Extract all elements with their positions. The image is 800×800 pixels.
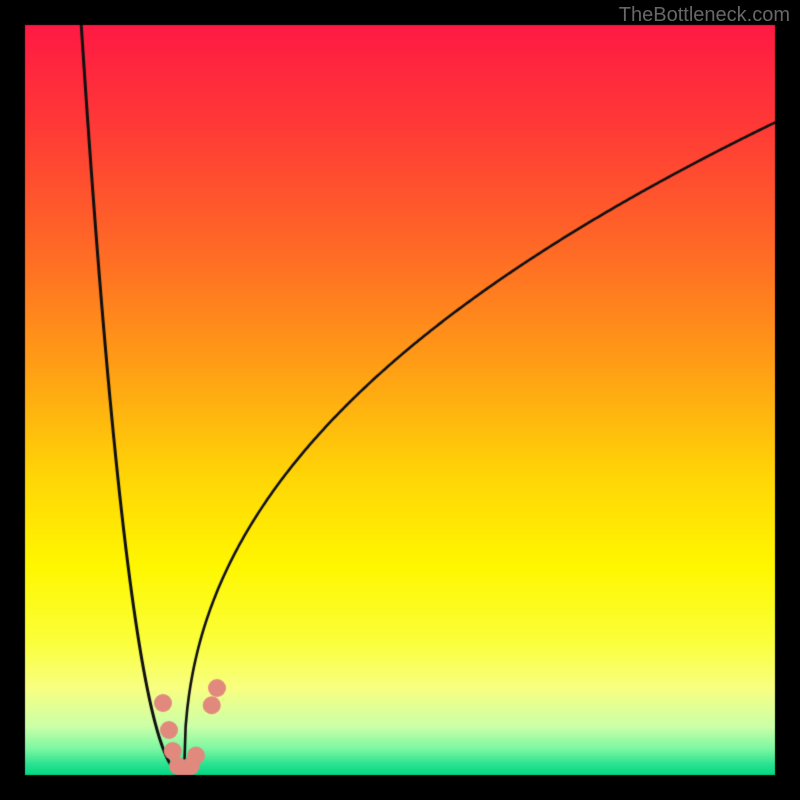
watermark-text: TheBottleneck.com xyxy=(619,4,790,27)
bottleneck-chart-canvas xyxy=(0,0,800,800)
